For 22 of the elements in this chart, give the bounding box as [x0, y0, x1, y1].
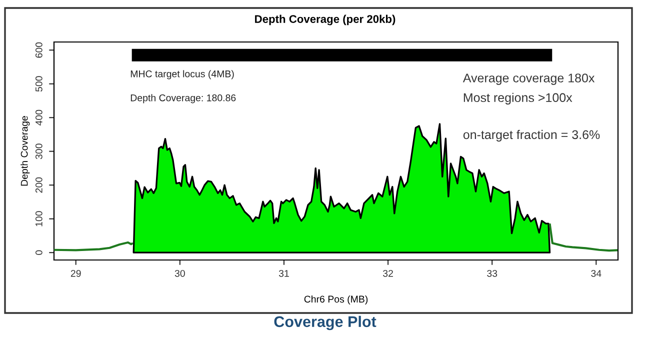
x-tick-label: 33 — [487, 270, 498, 277]
chart-title: Depth Coverage (per 20kb) — [255, 14, 396, 26]
x-tick-label: 34 — [591, 270, 602, 277]
y-tick-label: 100 — [35, 211, 42, 226]
text: Coverage Plot — [274, 316, 376, 330]
y-axis-title: Depth Coverage — [20, 116, 30, 186]
x-tick-label: 30 — [174, 270, 185, 277]
annotation: MHC target locus (4MB) — [130, 70, 234, 80]
annotation: Most regions >100x — [464, 92, 572, 105]
x-axis-title: Chr6 Pos (MB) — [304, 295, 368, 305]
x-tick-label: 32 — [382, 270, 393, 277]
annotation: on-target fraction = 3.6% — [463, 130, 600, 142]
x-tick-label: 29 — [70, 270, 81, 277]
x-tick-label: 31 — [278, 270, 289, 277]
y-tick-label: 500 — [35, 76, 42, 92]
y-tick-label: 400 — [35, 110, 42, 126]
annotation: Average coverage 180x — [462, 74, 595, 85]
y-tick-label: 600 — [35, 42, 42, 58]
y-tick-label: 200 — [35, 177, 42, 193]
y-tick-label: 300 — [35, 144, 42, 160]
y-tick-label: 0 — [35, 250, 42, 255]
annotation: Depth Coverage: 180.86 — [130, 94, 236, 104]
